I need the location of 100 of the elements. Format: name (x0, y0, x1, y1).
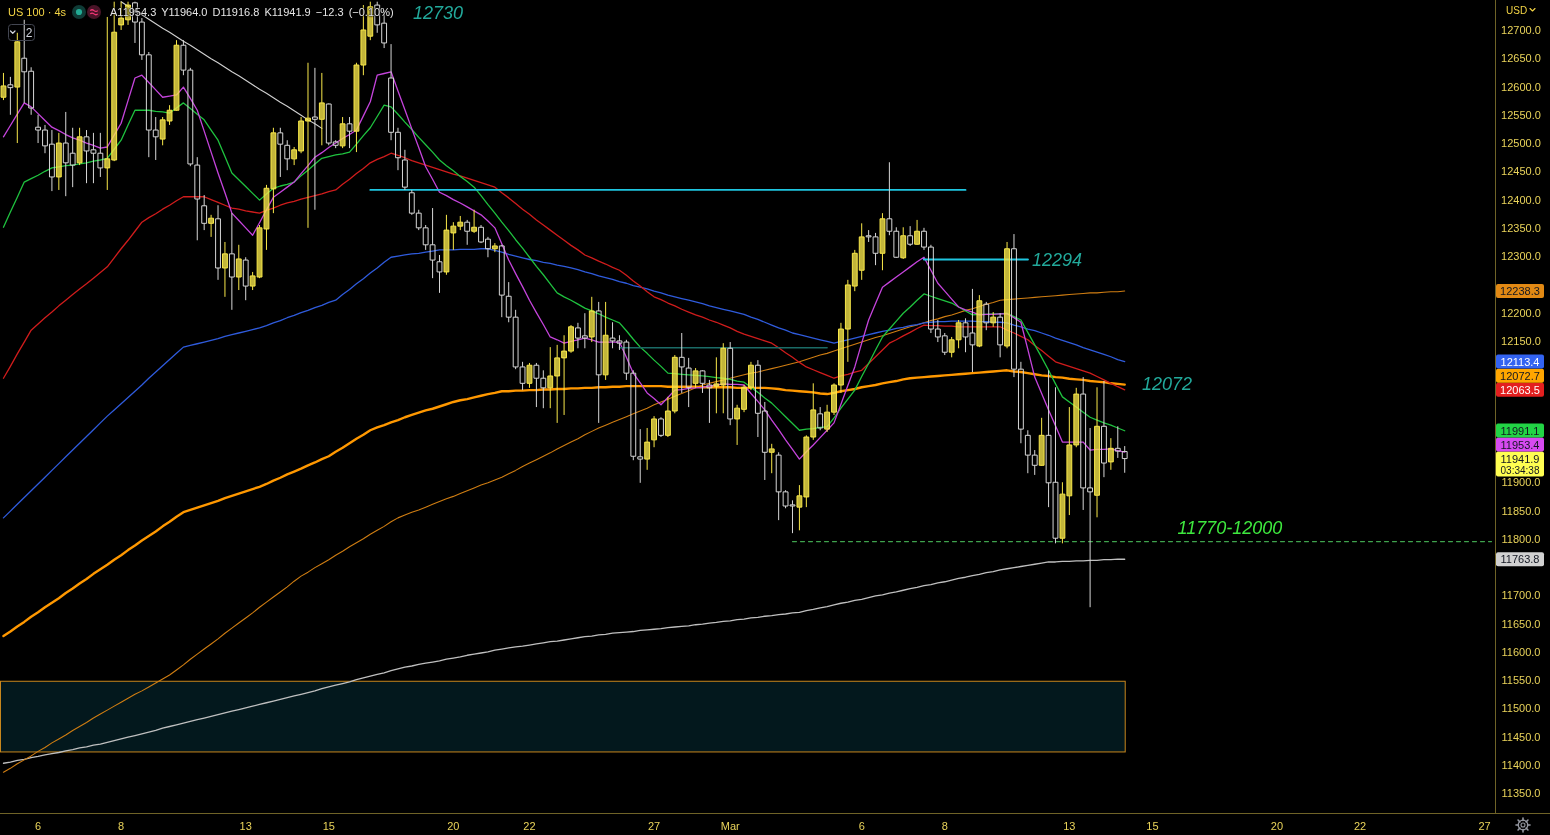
candlestick (471, 209, 478, 234)
line-series (2, 290, 1126, 773)
candlestick (55, 132, 62, 191)
candlestick (997, 312, 1004, 358)
candlestick (595, 301, 602, 424)
annotation: 12730 (413, 3, 464, 23)
candlestick (228, 212, 235, 311)
candlestick (76, 127, 83, 166)
candlestick (235, 244, 242, 291)
candlestick (900, 226, 907, 260)
annotation: 12072 (1142, 374, 1193, 394)
y-tick-label: 12400.0 (1501, 193, 1541, 206)
y-tick-label: 12350.0 (1501, 221, 1541, 234)
candlestick (1107, 437, 1114, 471)
candlestick (602, 301, 609, 381)
candlestick (498, 244, 505, 318)
candlestick (1094, 386, 1100, 518)
line-series (2, 102, 1126, 432)
y-tick-label: 12500.0 (1501, 137, 1541, 150)
candlestick (14, 32, 21, 144)
x-tick-label: 27 (1478, 820, 1491, 832)
candlestick (242, 256, 249, 301)
y-tick-label: 12150.0 (1501, 334, 1541, 347)
candlestick (284, 139, 291, 171)
y-tick-label: 11700.0 (1501, 589, 1541, 602)
candlestick (983, 301, 990, 331)
line-series (2, 152, 1126, 391)
candlestick (1038, 417, 1045, 467)
x-tick-label: 22 (1353, 820, 1367, 832)
x-tick-label: 15 (322, 820, 335, 832)
x-tick-label: 20 (1270, 820, 1284, 832)
candlestick (651, 415, 657, 448)
x-tick-label: 27 (647, 820, 661, 832)
y-tick-label: 12650.0 (1501, 52, 1541, 65)
y-tick-label: 11800.0 (1501, 532, 1541, 545)
annotation: 11770-12000 (1177, 518, 1283, 538)
x-tick-label: 15 (1146, 820, 1159, 832)
x-tick-label: 22 (523, 820, 536, 832)
x-tick-label: 13 (1063, 820, 1076, 832)
text: 12072.7 (1500, 369, 1540, 382)
y-tick-label: 12200.0 (1501, 306, 1541, 319)
text: 11763.8 (1500, 553, 1540, 566)
candlestick (817, 406, 824, 431)
x-tick-label: 6 (858, 820, 865, 832)
candlestick (914, 219, 920, 246)
x-tick-label: 8 (118, 820, 125, 832)
y-tick-label: 12550.0 (1501, 108, 1541, 121)
text: 11941.9 (1500, 452, 1540, 465)
candlestick (401, 149, 408, 191)
text: 12238.3 (1500, 285, 1540, 297)
candlestick (526, 362, 533, 389)
text: 11991.1 (1500, 424, 1540, 437)
y-tick-label: 12450.0 (1501, 165, 1541, 178)
candlestick (346, 116, 353, 149)
candlestick (222, 241, 228, 298)
candlestick (706, 379, 713, 424)
candlestick (976, 294, 983, 348)
candlestick (201, 194, 208, 231)
text: US 100 · 4s (8, 5, 67, 19)
y-tick-label: 11550.0 (1501, 674, 1541, 687)
candlestick (436, 254, 443, 294)
candlestick (727, 341, 734, 426)
y-tick-label: 11400.0 (1501, 758, 1541, 771)
annotation: 2 (25, 25, 33, 40)
y-tick-label: 11900.0 (1501, 476, 1541, 489)
y-tick-label: 11450.0 (1501, 730, 1541, 743)
text: 11953.4 (1500, 438, 1540, 451)
candlestick (588, 296, 595, 343)
x-tick-label: 8 (941, 820, 948, 832)
candlestick (879, 212, 886, 271)
candlestick (208, 214, 215, 238)
candlestick (7, 76, 14, 116)
line-series (2, 71, 1126, 460)
candlestick (339, 116, 346, 149)
candlestick (491, 242, 498, 253)
annotation: 12294 (1032, 250, 1083, 270)
y-axis-title: USD (1506, 4, 1528, 16)
text: 03:34:38 (1500, 464, 1540, 476)
line-series (2, 248, 1126, 519)
line-series (2, 369, 1126, 638)
y-tick-label: 11600.0 (1501, 645, 1541, 658)
y-tick-label: 12300.0 (1501, 250, 1541, 263)
candlestick (464, 219, 471, 246)
y-tick-label: 11850.0 (1501, 504, 1541, 517)
candlestick (1004, 241, 1010, 349)
candlestick (768, 443, 775, 474)
x-tick-label: Mar (720, 820, 740, 832)
candlestick (0, 72, 7, 101)
candlestick (692, 367, 699, 389)
text: 12113.4 (1500, 355, 1540, 368)
candlestick (277, 127, 284, 178)
candlestick (990, 311, 997, 328)
y-tick-label: 11500.0 (1501, 702, 1541, 715)
x-tick-label: 20 (447, 820, 460, 832)
candlestick (215, 204, 221, 281)
y-tick-label: 12600.0 (1501, 80, 1541, 93)
x-tick-label: 6 (35, 820, 42, 832)
y-tick-label: 11350.0 (1501, 787, 1541, 800)
line-series (2, 558, 1126, 764)
y-tick-label: 12700.0 (1501, 23, 1541, 36)
